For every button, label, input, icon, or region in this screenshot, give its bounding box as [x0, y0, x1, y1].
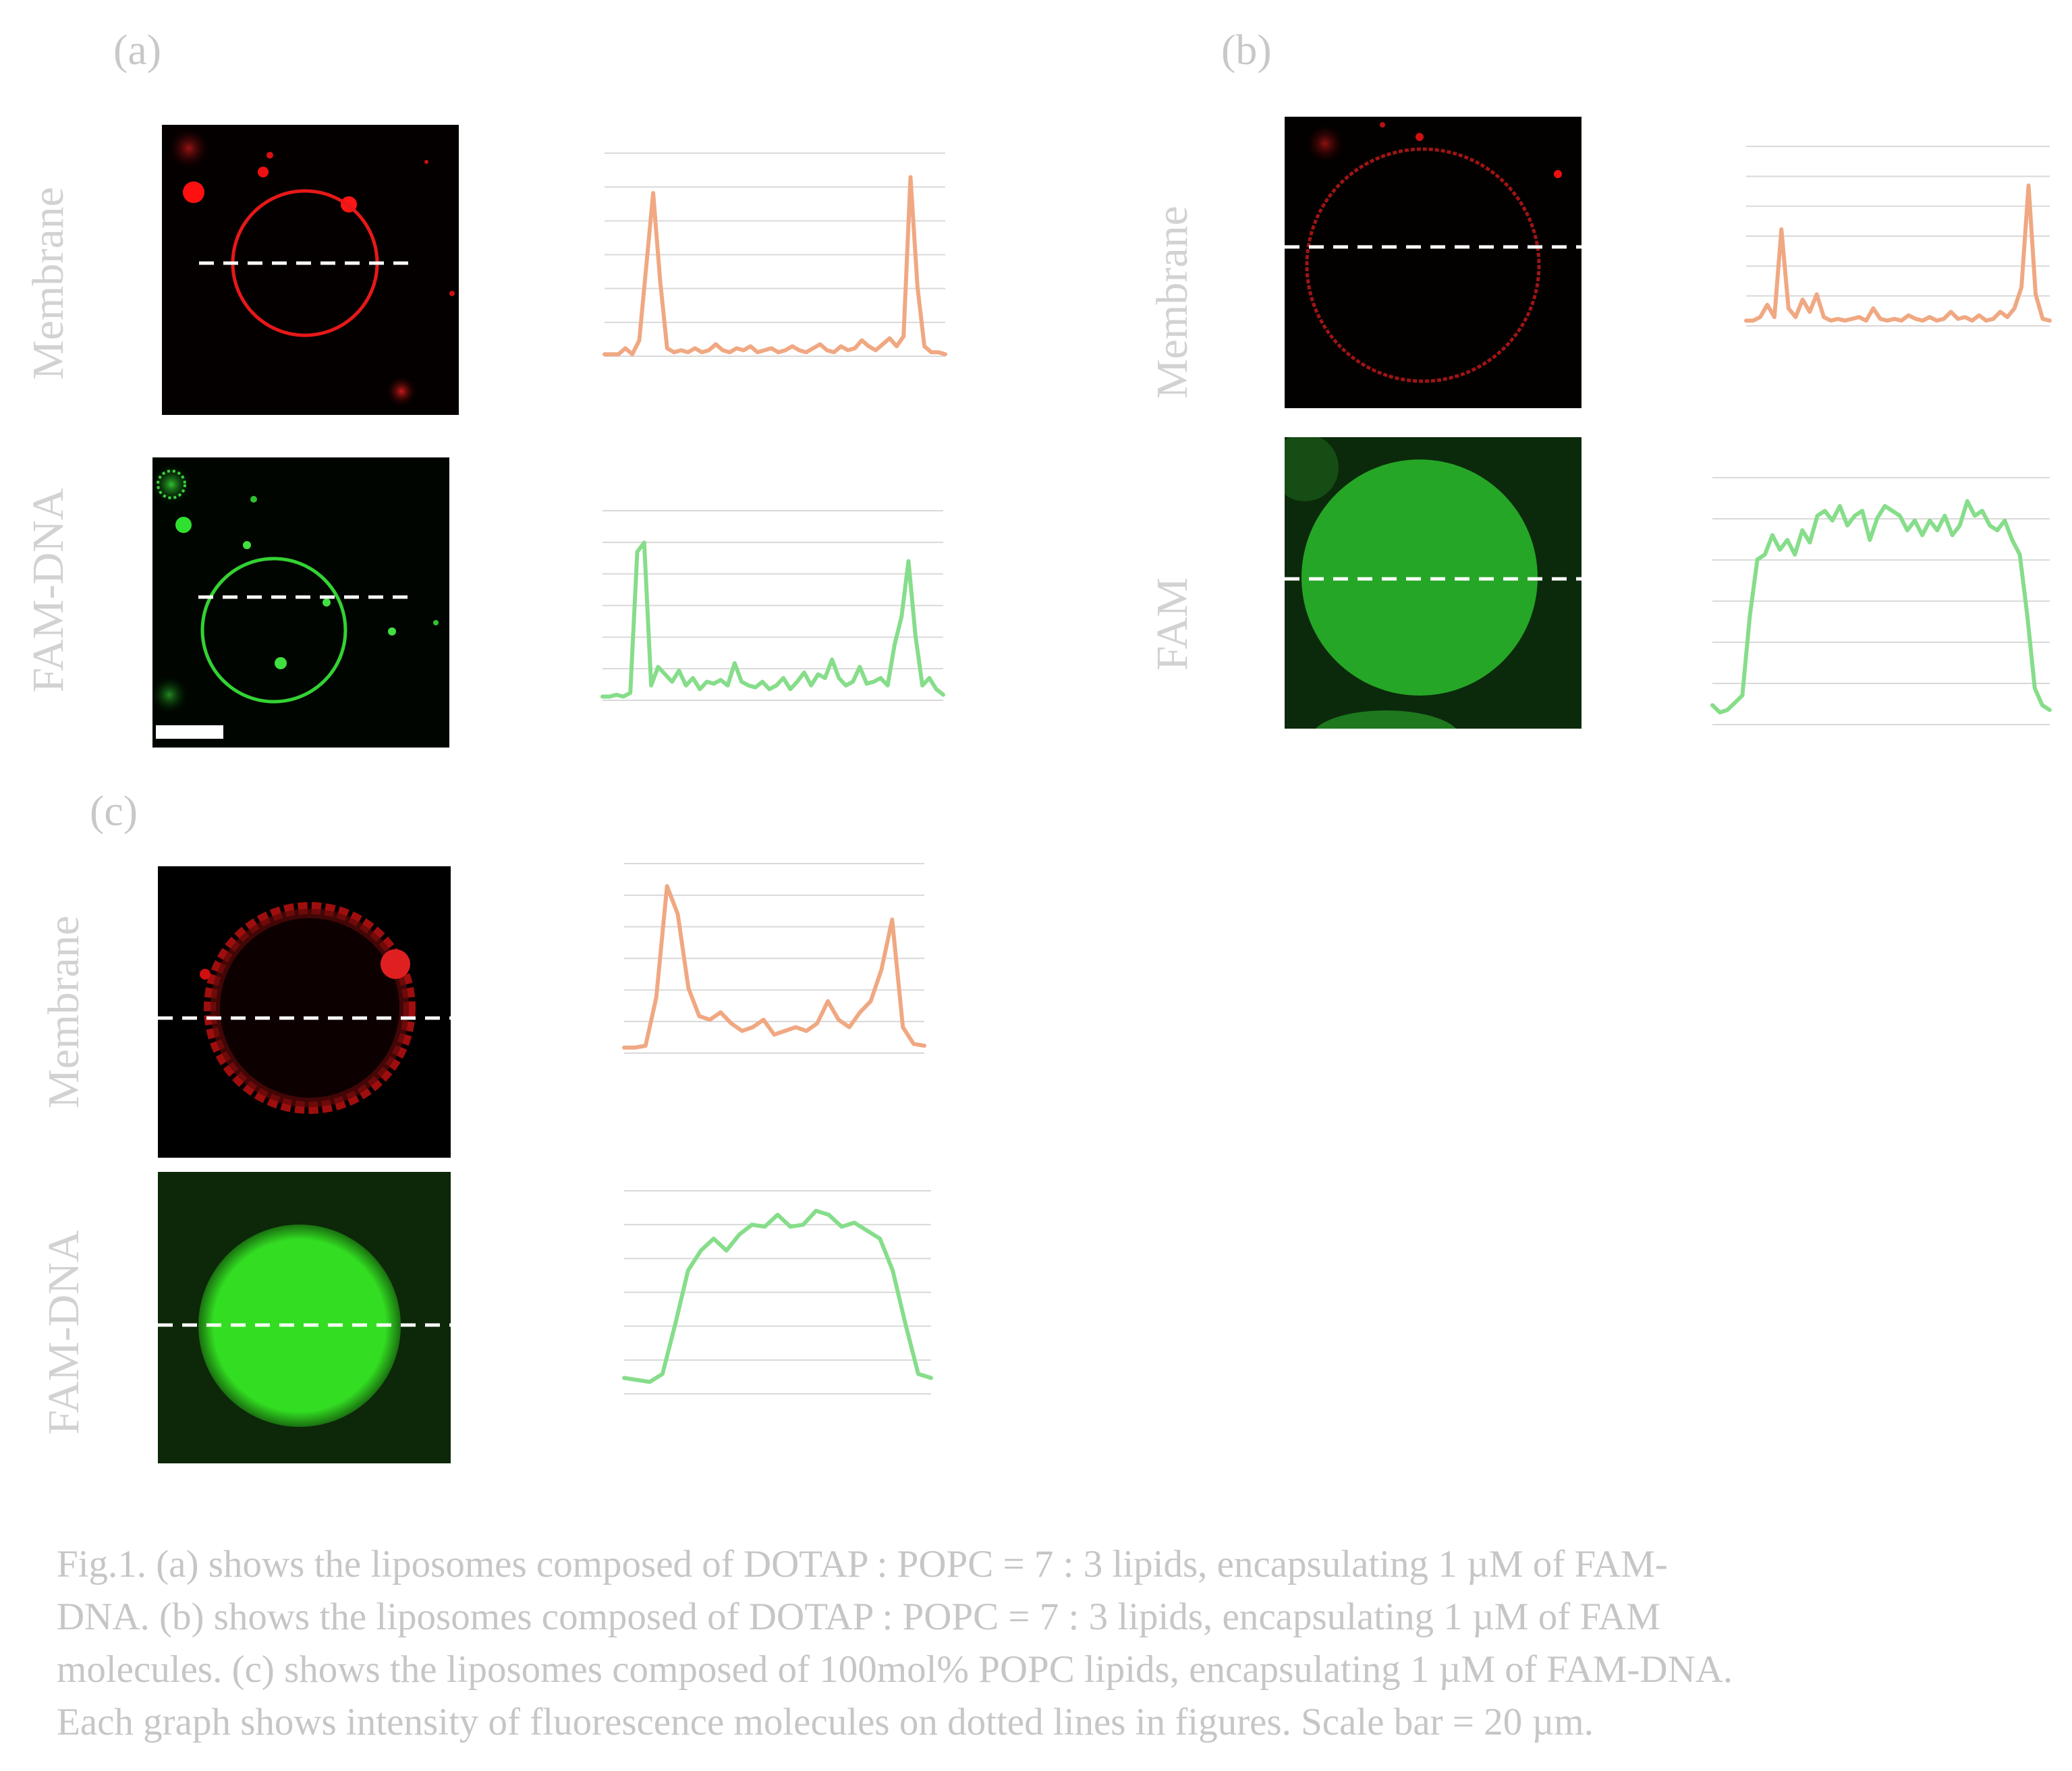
- profile-plot: [622, 1190, 933, 1395]
- profile-plot: [1710, 477, 2052, 725]
- intensity-line: [622, 1208, 933, 1384]
- row-label-b-fam: FAM: [1148, 577, 1197, 671]
- profile-c-fam-dna: [622, 1189, 933, 1395]
- intensity-line: [603, 175, 947, 357]
- row-label-a-membrane: Membrane: [24, 187, 73, 380]
- caption-line: molecules. (c) shows the liposomes compo…: [57, 1648, 1733, 1691]
- intensity-line: [622, 884, 926, 1050]
- panel-label-b: (b): [1221, 26, 1272, 74]
- row-label-a-fam-dna: FAM-DNA: [24, 488, 73, 693]
- caption-line: DNA. (b) shows the liposomes composed of…: [57, 1596, 1660, 1638]
- micrograph-a-membrane: [162, 125, 459, 415]
- intensity-line: [600, 540, 945, 699]
- panel-label-c: (c): [90, 787, 138, 835]
- profile-a-fam-dna: [600, 509, 945, 702]
- micrograph-a-fam-dna: [152, 457, 449, 748]
- profile-plot: [1744, 146, 2052, 327]
- micrograph-c-membrane: [158, 866, 451, 1158]
- scale-bar: [156, 725, 223, 739]
- profile-b-membrane: [1744, 145, 2052, 327]
- figure-caption: Fig.1. (a) shows the liposomes composed …: [57, 1538, 2000, 1749]
- row-label-b-membrane: Membrane: [1148, 206, 1197, 399]
- panel-label-a: (a): [113, 26, 162, 74]
- row-label-c-fam-dna: FAM-DNA: [39, 1230, 88, 1435]
- caption-line: Fig.1. (a) shows the liposomes composed …: [57, 1543, 1668, 1585]
- intensity-line: [1710, 499, 2052, 714]
- intensity-line: [1744, 184, 2052, 323]
- caption-line: Each graph shows intensity of fluorescen…: [57, 1701, 1594, 1743]
- profile-a-membrane: [603, 152, 947, 358]
- micrograph-c-fam-dna: [158, 1172, 451, 1463]
- row-label-c-membrane: Membrane: [39, 916, 88, 1108]
- profile-plot: [600, 510, 945, 701]
- micrograph-b-membrane: [1285, 117, 1581, 408]
- profile-plot: [603, 152, 947, 357]
- micrograph-b-fam: [1285, 437, 1581, 729]
- profile-b-fam: [1710, 476, 2052, 726]
- profile-c-membrane: [622, 862, 926, 1055]
- profile-plot: [622, 863, 926, 1054]
